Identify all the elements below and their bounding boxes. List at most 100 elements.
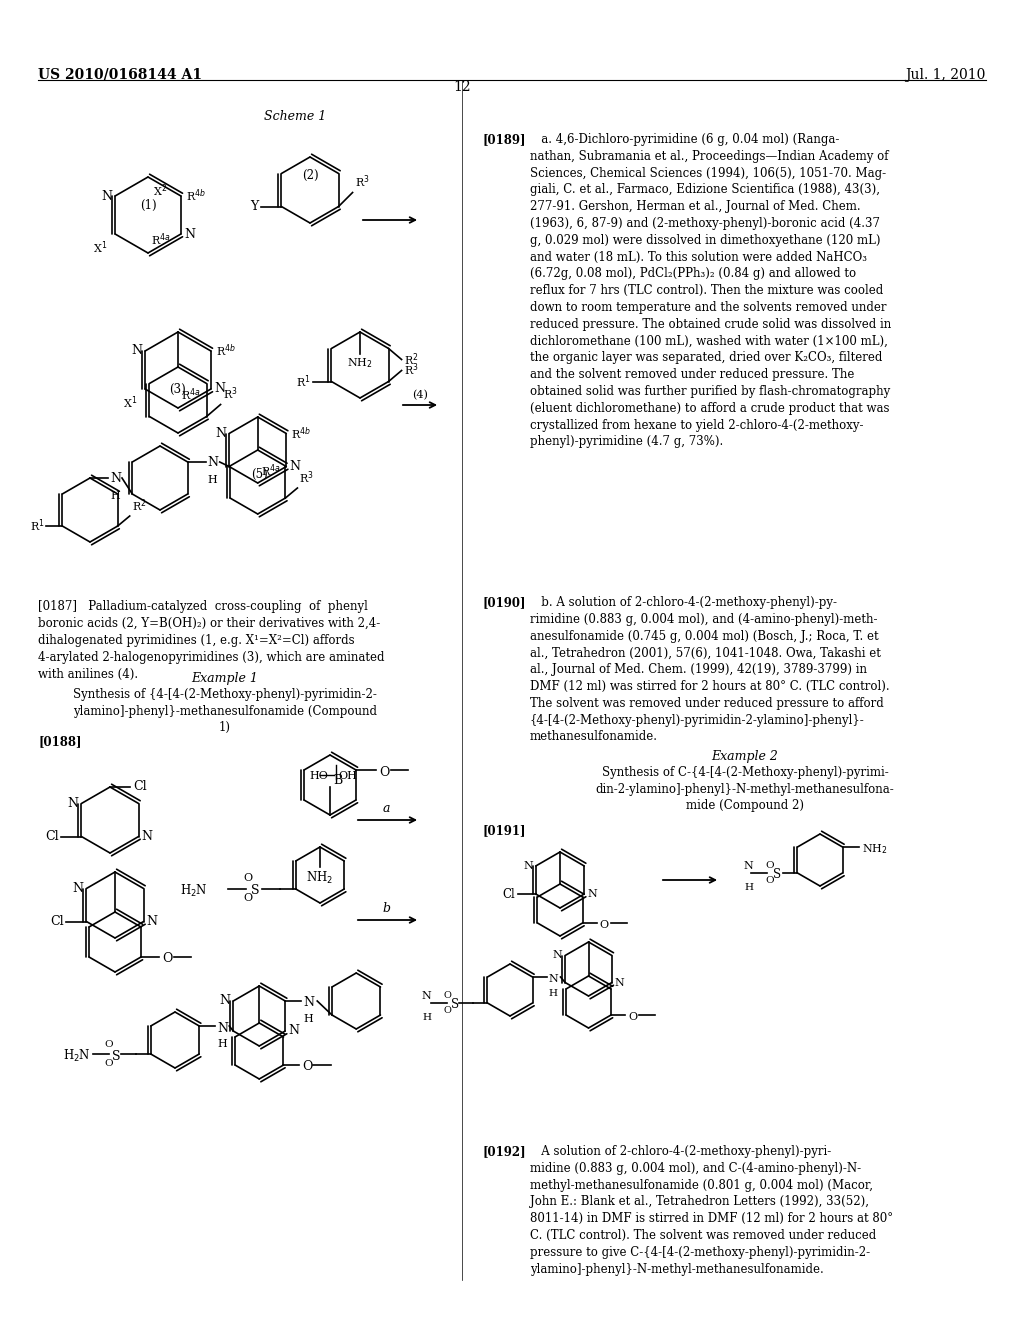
Text: N: N	[552, 950, 562, 961]
Text: Cl: Cl	[45, 830, 58, 843]
Text: S: S	[113, 1049, 121, 1063]
Text: S: S	[452, 998, 460, 1011]
Text: a: a	[382, 803, 390, 814]
Text: R$^1$: R$^1$	[296, 374, 310, 389]
Text: H: H	[110, 491, 120, 502]
Text: Scheme 1: Scheme 1	[264, 110, 326, 123]
Text: N: N	[288, 1024, 299, 1038]
Text: [0191]: [0191]	[482, 824, 525, 837]
Text: R$^{4b}$: R$^{4b}$	[291, 425, 311, 442]
Text: (3): (3)	[170, 383, 186, 396]
Text: N: N	[110, 471, 121, 484]
Text: N: N	[743, 861, 754, 871]
Text: H$_2$N: H$_2$N	[180, 883, 208, 899]
Text: N: N	[303, 997, 314, 1010]
Text: HO: HO	[309, 771, 328, 781]
Text: N: N	[184, 227, 195, 240]
Text: N: N	[549, 974, 558, 983]
Text: X$^{2}$: X$^{2}$	[153, 182, 167, 198]
Text: O: O	[104, 1040, 113, 1049]
Text: R$^3$: R$^3$	[403, 362, 419, 378]
Text: N: N	[141, 830, 153, 843]
Text: X$^{1}$: X$^{1}$	[123, 393, 137, 411]
Text: NH$_2$: NH$_2$	[861, 842, 887, 855]
Text: Cl: Cl	[502, 887, 515, 900]
Text: H: H	[208, 475, 217, 484]
Text: O: O	[765, 861, 774, 870]
Text: N: N	[208, 455, 219, 469]
Text: A solution of 2-chloro-4-(2-methoxy-phenyl)-pyri-
midine (0.883 g, 0.004 mol), a: A solution of 2-chloro-4-(2-methoxy-phen…	[530, 1144, 893, 1275]
Text: Synthesis of C-{4-[4-(2-Methoxy-phenyl)-pyrimi-
din-2-ylamino]-phenyl}-N-methyl-: Synthesis of C-{4-[4-(2-Methoxy-phenyl)-…	[596, 766, 894, 812]
Text: N: N	[290, 459, 300, 473]
Text: Cl: Cl	[50, 915, 63, 928]
Text: O: O	[243, 894, 252, 903]
Text: S: S	[773, 869, 781, 882]
Text: R$^2$: R$^2$	[132, 498, 146, 513]
Text: (5): (5)	[252, 469, 268, 480]
Text: [0189]: [0189]	[482, 133, 525, 147]
Text: NH$_2$: NH$_2$	[306, 870, 334, 886]
Text: R$^{4a}$: R$^{4a}$	[151, 231, 171, 248]
Text: O: O	[443, 991, 452, 1001]
Text: N: N	[614, 978, 625, 987]
Text: R$^{4b}$: R$^{4b}$	[216, 343, 236, 359]
Text: a. 4,6-Dichloro-pyrimidine (6 g, 0.04 mol) (Ranga-
nathan, Subramania et al., Pr: a. 4,6-Dichloro-pyrimidine (6 g, 0.04 mo…	[530, 133, 891, 449]
Text: N: N	[101, 190, 112, 202]
Text: N: N	[146, 915, 158, 928]
Text: b. A solution of 2-chloro-4-(2-methoxy-phenyl)-py-
rimidine (0.883 g, 0.004 mol): b. A solution of 2-chloro-4-(2-methoxy-p…	[530, 597, 890, 743]
Text: (1): (1)	[139, 199, 157, 213]
Text: N: N	[68, 797, 79, 810]
Text: (4): (4)	[412, 389, 428, 400]
Text: N: N	[523, 861, 532, 871]
Text: Y: Y	[250, 201, 258, 213]
Text: N: N	[131, 345, 142, 358]
Text: NH$_2$: NH$_2$	[347, 356, 373, 370]
Text: R$^3$: R$^3$	[299, 470, 314, 486]
Text: H: H	[423, 1012, 431, 1022]
Text: B: B	[333, 774, 342, 787]
Text: O: O	[599, 920, 608, 931]
Text: [0187]   Palladium-catalyzed  cross-coupling  of  phenyl
boronic acids (2, Y=B(O: [0187] Palladium-catalyzed cross-couplin…	[38, 601, 384, 681]
Text: S: S	[251, 884, 260, 898]
Text: Synthesis of {4-[4-(2-Methoxy-phenyl)-pyrimidin-2-
ylamino]-phenyl}-methanesulfo: Synthesis of {4-[4-(2-Methoxy-phenyl)-py…	[73, 688, 377, 734]
Text: [0190]: [0190]	[482, 597, 525, 609]
Text: H$_2$N: H$_2$N	[63, 1048, 91, 1064]
Text: O: O	[443, 1006, 452, 1015]
Text: (2): (2)	[302, 169, 318, 182]
Text: N: N	[422, 991, 431, 1001]
Text: O: O	[302, 1060, 313, 1073]
Text: N: N	[214, 383, 225, 396]
Text: R$^{4b}$: R$^{4b}$	[186, 187, 206, 205]
Text: O: O	[628, 1012, 637, 1022]
Text: US 2010/0168144 A1: US 2010/0168144 A1	[38, 69, 202, 82]
Text: Example 1: Example 1	[191, 672, 258, 685]
Text: N: N	[215, 426, 226, 440]
Text: [0192]: [0192]	[482, 1144, 525, 1158]
Text: [0188]: [0188]	[38, 735, 82, 748]
Text: R$^{4a}$: R$^{4a}$	[181, 387, 201, 403]
Text: N: N	[219, 994, 230, 1007]
Text: R$^3$: R$^3$	[354, 174, 370, 190]
Text: O: O	[243, 873, 252, 883]
Text: X$^{1}$: X$^{1}$	[93, 239, 108, 256]
Text: H: H	[217, 1039, 227, 1049]
Text: O: O	[104, 1059, 113, 1068]
Text: H: H	[549, 989, 557, 998]
Text: H: H	[744, 883, 754, 892]
Text: Cl: Cl	[133, 780, 146, 793]
Text: H: H	[303, 1014, 313, 1024]
Text: O: O	[379, 766, 389, 779]
Text: R$^{4a}$: R$^{4a}$	[261, 462, 281, 479]
Text: 12: 12	[454, 81, 471, 94]
Text: Jul. 1, 2010: Jul. 1, 2010	[905, 69, 986, 82]
Text: O: O	[765, 876, 774, 884]
Text: N: N	[217, 1022, 228, 1035]
Text: R$^2$: R$^2$	[403, 352, 418, 368]
Text: OH: OH	[338, 771, 357, 781]
Text: R$^3$: R$^3$	[222, 385, 238, 403]
Text: R$^1$: R$^1$	[30, 517, 44, 535]
Text: N: N	[73, 882, 83, 895]
Text: Example 2: Example 2	[712, 750, 778, 763]
Text: b: b	[382, 902, 390, 915]
Text: O: O	[162, 953, 172, 965]
